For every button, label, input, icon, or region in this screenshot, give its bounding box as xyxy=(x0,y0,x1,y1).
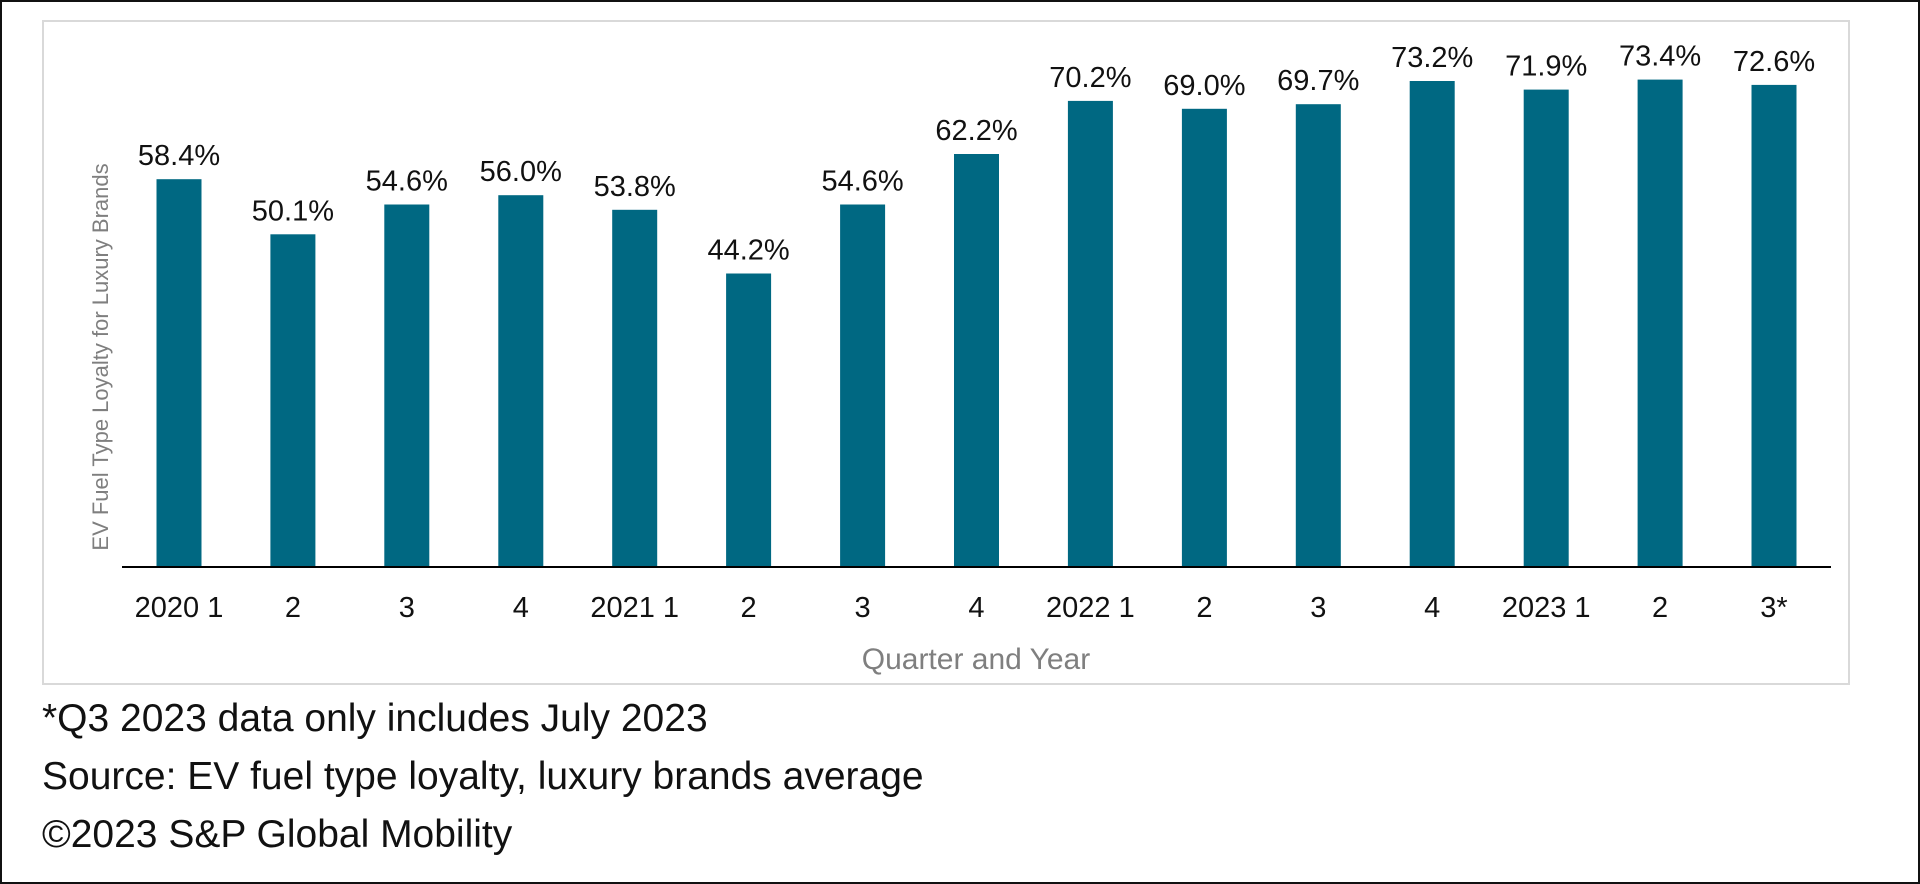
x-tick-label-9: 2 xyxy=(1196,592,1212,624)
bar-3 xyxy=(498,195,544,567)
x-tick-label-2: 3 xyxy=(399,592,415,624)
data-label-0: 58.4% xyxy=(138,140,220,172)
bar-9 xyxy=(1181,108,1227,568)
x-axis-title: Quarter and Year xyxy=(862,643,1091,676)
data-label-2: 54.6% xyxy=(366,166,448,198)
bar-5 xyxy=(726,273,772,567)
x-tick-label-12: 2023 1 xyxy=(1502,592,1591,624)
y-axis-title: EV Fuel Type Loyalty for Luxury Brands xyxy=(88,163,113,550)
x-tick-label-3: 4 xyxy=(513,592,529,624)
bar-11 xyxy=(1409,81,1455,567)
data-label-14: 72.6% xyxy=(1733,46,1815,78)
data-label-4: 53.8% xyxy=(594,171,676,203)
bar-4 xyxy=(612,209,658,568)
data-label-11: 73.2% xyxy=(1391,42,1473,74)
bar-0 xyxy=(156,179,202,567)
bar-chart: 58.4% 50.1% 54.6% 56.0% 53.8% 44.2% 54.6% 62.2%… xyxy=(88,41,1831,676)
bars-group xyxy=(156,79,1797,568)
data-label-3: 56.0% xyxy=(480,156,562,188)
data-label-10: 69.7% xyxy=(1277,65,1359,97)
data-label-5: 44.2% xyxy=(707,235,789,267)
x-tick-label-6: 3 xyxy=(855,592,871,624)
copyright-note: ©2023 S&P Global Mobility xyxy=(42,813,513,856)
x-tick-label-4: 2021 1 xyxy=(590,592,679,624)
bar-14 xyxy=(1751,84,1797,568)
x-tick-label-1: 2 xyxy=(285,592,301,624)
bar-7 xyxy=(954,154,999,567)
x-tick-label-5: 2 xyxy=(741,592,757,624)
data-label-13: 73.4% xyxy=(1619,41,1701,73)
x-tick-label-13: 2 xyxy=(1652,592,1668,624)
data-label-12: 71.9% xyxy=(1505,51,1587,83)
x-tick-label-8: 2022 1 xyxy=(1046,592,1135,624)
bar-2 xyxy=(384,204,430,567)
bar-12 xyxy=(1523,89,1569,567)
data-label-8: 70.2% xyxy=(1049,62,1131,94)
bar-13 xyxy=(1637,79,1683,567)
data-label-6: 54.6% xyxy=(821,166,903,198)
data-label-7: 62.2% xyxy=(935,115,1017,147)
source-note: Source: EV fuel type loyalty, luxury bra… xyxy=(42,755,924,798)
x-tick-label-11: 4 xyxy=(1424,592,1440,624)
bar-8 xyxy=(1067,100,1113,568)
chart-area: 58.4% 50.1% 54.6% 56.0% 53.8% 44.2% 54.6% 62.2%… xyxy=(42,20,1850,685)
data-labels-group: 58.4% 50.1% 54.6% 56.0% 53.8% 44.2% 54.6% 62.2%… xyxy=(138,41,1815,267)
x-tick-label-14: 3* xyxy=(1760,592,1787,624)
bar-1 xyxy=(270,234,316,568)
chart-notes: *Q3 2023 data only includes July 2023 So… xyxy=(42,690,924,864)
x-tick-label-7: 4 xyxy=(968,592,984,624)
x-tick-label-0: 2020 1 xyxy=(135,592,224,624)
x-tick-labels-group: 2020 1 2 3 4 2021 1 2 3 4 2022 1 2 3 4 2023 1 2 3* xyxy=(135,592,1788,624)
data-label-1: 50.1% xyxy=(252,195,334,227)
bar-6 xyxy=(840,204,886,567)
x-tick-label-10: 3 xyxy=(1310,592,1326,624)
bar-10 xyxy=(1295,104,1341,567)
footnote: *Q3 2023 data only includes July 2023 xyxy=(42,697,708,740)
data-label-9: 69.0% xyxy=(1163,70,1245,102)
